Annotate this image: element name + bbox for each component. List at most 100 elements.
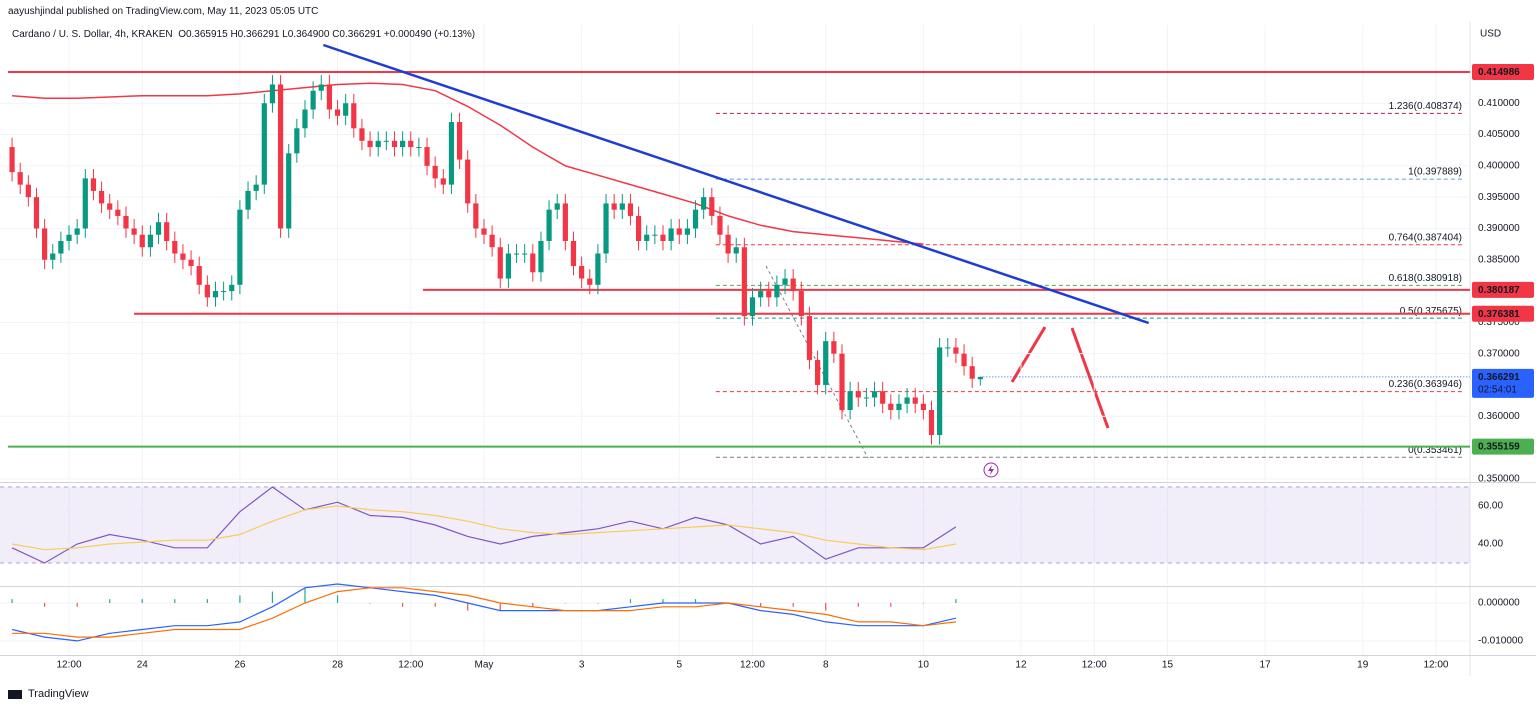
fib-label: 0(0.353461) [1408, 445, 1462, 456]
histogram-bar [206, 599, 208, 603]
candle-body [611, 203, 617, 210]
candle-body [188, 259, 194, 267]
candle-body [619, 203, 625, 210]
symbol: Cardano / U. S. Dollar, 4h, KRAKEN [12, 29, 173, 40]
candle-body [25, 184, 31, 198]
candle-body [440, 178, 446, 185]
fib-trend-line [765, 265, 869, 459]
price-tag [1472, 281, 1534, 298]
candle-body [766, 291, 772, 298]
y-tick-label: 0.370000 [1478, 348, 1520, 359]
price-tag [1472, 64, 1534, 81]
x-tick-label: 12 [1015, 660, 1027, 671]
candle-body [98, 190, 105, 204]
x-tick-label: May [475, 660, 494, 671]
candle-body [847, 391, 853, 411]
candle-body [277, 84, 284, 229]
histogram-bar [174, 599, 176, 603]
candle-body [863, 397, 870, 399]
histogram-bar [239, 595, 241, 603]
candle-body [912, 397, 918, 404]
candle-body [204, 284, 210, 298]
histogram-bar [629, 599, 632, 603]
histogram-bar [369, 602, 371, 604]
indicator-line [11, 505, 957, 551]
candle-body [400, 140, 406, 148]
candle-body [522, 253, 528, 255]
candle-body [888, 403, 894, 411]
candle-body [790, 278, 796, 292]
candle-body [538, 240, 544, 273]
candle-body [90, 178, 97, 191]
histogram-bar [467, 602, 469, 611]
candle-body [758, 291, 764, 298]
candle-body [9, 147, 15, 173]
candle-body [814, 359, 821, 385]
candle-body [717, 215, 723, 235]
candle-body [652, 234, 658, 236]
candle-body [172, 240, 178, 254]
indicator-line [11, 486, 957, 564]
price-tag-label: 0.380187 [1478, 285, 1520, 296]
fib-label: 0.236(0.363946) [1389, 379, 1462, 390]
x-tick-label: 24 [137, 660, 149, 671]
fib-label: 0.5(0.375675) [1400, 306, 1462, 317]
candle-body [448, 122, 455, 185]
candle-body [733, 247, 739, 254]
candle-body [416, 147, 422, 149]
histogram-bar [694, 599, 697, 603]
histogram-bar [727, 602, 729, 604]
candle-body [139, 234, 145, 248]
candle-body [212, 291, 219, 298]
x-tick-label: 12:00 [398, 660, 423, 671]
candle-body [50, 253, 56, 260]
histogram-bar [890, 602, 892, 607]
candle-body [513, 253, 520, 255]
ohlc: O0.365915 H0.366291 L0.364900 C0.366291 … [178, 29, 476, 40]
histogram-bar [434, 602, 436, 607]
candle-body [343, 103, 349, 116]
candle-body [115, 209, 121, 216]
projection-arrow [1070, 327, 1110, 429]
histogram-bar [44, 602, 46, 607]
candle-body [294, 128, 300, 154]
candle-body [937, 347, 943, 436]
candle-body [269, 84, 276, 104]
y-tick-label: 0.000000 [1478, 598, 1520, 609]
candle-body [351, 103, 357, 129]
candle-body [782, 278, 788, 285]
candle-body [147, 234, 153, 248]
histogram-bar [922, 602, 924, 604]
candle-body [806, 316, 813, 360]
candle-body [497, 247, 503, 279]
candle-body [660, 234, 666, 241]
candle-body [66, 234, 72, 241]
candle-body [595, 253, 601, 285]
histogram-bar [792, 602, 794, 607]
histogram-bar [532, 602, 534, 607]
histogram-bar [662, 599, 664, 603]
histogram-bar [141, 599, 143, 603]
candle-body [684, 228, 691, 235]
histogram-bar [76, 602, 78, 607]
candle-body [424, 147, 430, 166]
countdown: 02:54:01 [1478, 385, 1517, 396]
candle-body [831, 341, 837, 354]
x-tick-label: 12:00 [1423, 660, 1448, 671]
publisher: aayushjindal published on TradingView.co… [8, 6, 319, 17]
candle-body [798, 291, 804, 317]
histogram-bar [499, 602, 501, 611]
x-tick-label: 12:00 [57, 660, 82, 671]
candle-body [33, 197, 40, 229]
candle-body [180, 253, 186, 260]
candle-body [505, 253, 511, 279]
candle-body [310, 90, 316, 110]
candle-body [969, 366, 975, 379]
candle-body [408, 140, 414, 148]
candle-body [839, 353, 845, 411]
fib-label: 1(0.397889) [1408, 167, 1462, 178]
x-tick-label: 10 [918, 660, 930, 671]
candle-body [221, 291, 227, 293]
histogram-bar [825, 602, 827, 611]
y-tick-label: 0.385000 [1478, 254, 1520, 265]
